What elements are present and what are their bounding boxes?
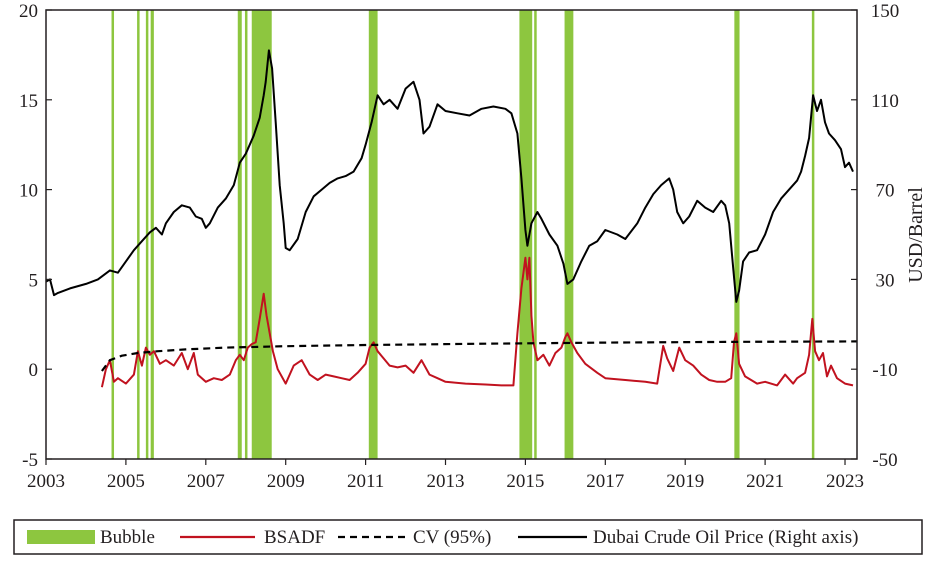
- legend-swatch-bubble: [27, 530, 95, 544]
- y-right-tick-label-110: 110: [871, 91, 899, 112]
- bubble-bands: [111, 10, 815, 459]
- series-line-cv-95: [101, 340, 858, 372]
- bubble-band-12: [811, 10, 815, 459]
- y-right-tick-label-30: 30: [876, 270, 895, 291]
- x-tick-label-2013: 2013: [427, 471, 465, 492]
- right-axis-title: USD/Barrel: [905, 187, 927, 283]
- y-left-tick-label-10: 10: [19, 181, 38, 202]
- bubble-band-11: [734, 10, 740, 459]
- series-line-dubai-crude-oil-price-right-axis: [45, 49, 854, 303]
- legend-label-price: Dubai Crude Oil Price (Right axis): [593, 527, 858, 548]
- bubble-band-6: [251, 10, 272, 459]
- bubble-band-1: [137, 10, 140, 459]
- y-right-tick-label--10: -10: [872, 360, 897, 381]
- plot-frame: [45, 9, 858, 460]
- bubble-band-10: [564, 10, 574, 459]
- legend-label-bubble: Bubble: [100, 527, 155, 548]
- x-tick-label-2015: 2015: [506, 471, 544, 492]
- y-left-tick-label--5: -5: [22, 450, 38, 471]
- axes: 2003 2005 2007 2009 2011 2013 2015 2017 2019 2021…: [19, 1, 899, 492]
- bubble-band-9: [534, 10, 537, 459]
- y-right-tick-label--50: -50: [872, 450, 897, 471]
- x-tick-label-2007: 2007: [187, 471, 225, 492]
- legend-label-bsadf: BSADF: [264, 527, 325, 548]
- series-lines: [45, 49, 858, 388]
- series-line-bsadf: [100, 256, 854, 388]
- x-tick-label-2019: 2019: [666, 471, 704, 492]
- x-tick-label-2005: 2005: [107, 471, 145, 492]
- x-tick-label-2023: 2023: [826, 471, 864, 492]
- bubble-band-4: [237, 10, 242, 459]
- y-left-tick-label-0: 0: [29, 360, 39, 381]
- x-tick-label-2011: 2011: [347, 471, 384, 492]
- x-tick-label-2021: 2021: [746, 471, 784, 492]
- y-right-tick-label-70: 70: [876, 181, 895, 202]
- y-left-tick-label-15: 15: [19, 91, 38, 112]
- legend-label-cv: CV (95%): [413, 527, 491, 548]
- bubble-band-0: [111, 10, 115, 459]
- y-left-tick-label-5: 5: [29, 270, 39, 291]
- bubble-band-7: [368, 10, 378, 459]
- y-left-tick-label-20: 20: [19, 1, 38, 22]
- x-tick-label-2003: 2003: [27, 471, 65, 492]
- x-tick-label-2009: 2009: [267, 471, 305, 492]
- x-tick-label-2017: 2017: [586, 471, 624, 492]
- bubble-band-3: [150, 10, 154, 459]
- bubble-band-5: [244, 10, 248, 459]
- legend: Bubble BSADF CV (95%) Dubai Crude Oil Pr…: [13, 519, 923, 555]
- y-right-tick-label-150: 150: [871, 1, 900, 22]
- legend-box: [13, 519, 923, 555]
